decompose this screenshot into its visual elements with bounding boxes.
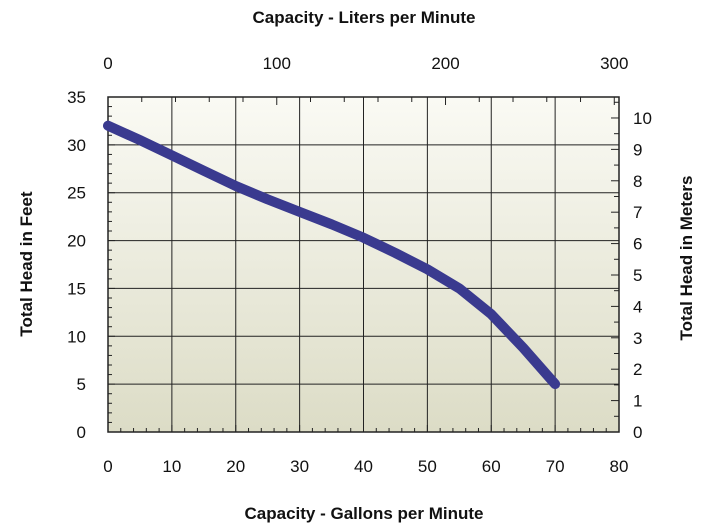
y2-tick-label: 9 (633, 140, 642, 159)
x-tick-label: 0 (103, 457, 112, 476)
y2-tick-label: 5 (633, 266, 642, 285)
y-tick-label: 35 (67, 88, 86, 107)
x2-tick-label: 200 (431, 54, 459, 73)
y-tick-label: 10 (67, 327, 86, 346)
y2-tick-label: 10 (633, 109, 652, 128)
x2-tick-label: 0 (103, 54, 112, 73)
y-tick-label: 0 (77, 423, 86, 442)
x2-axis-title: Capacity - Liters per Minute (253, 8, 476, 27)
y-tick-label: 25 (67, 184, 86, 203)
x-tick-label: 40 (354, 457, 373, 476)
y2-tick-label: 3 (633, 329, 642, 348)
x2-tick-label: 300 (600, 54, 628, 73)
x-tick-label: 70 (546, 457, 565, 476)
y-tick-label: 15 (67, 279, 86, 298)
y2-tick-label: 1 (633, 392, 642, 411)
x-tick-label: 60 (482, 457, 501, 476)
x2-tick-label: 100 (263, 54, 291, 73)
y-tick-label: 20 (67, 232, 86, 251)
y2-axis-title: Total Head in Meters (677, 176, 696, 341)
x-tick-label: 50 (418, 457, 437, 476)
y2-tick-label: 0 (633, 423, 642, 442)
x-axis-title: Capacity - Gallons per Minute (245, 504, 484, 523)
y-tick-label: 30 (67, 136, 86, 155)
x-tick-label: 30 (290, 457, 309, 476)
x-tick-label: 80 (610, 457, 629, 476)
y2-tick-label: 2 (633, 360, 642, 379)
x-tick-label: 20 (226, 457, 245, 476)
y2-tick-label: 6 (633, 235, 642, 254)
y-tick-label: 5 (77, 375, 86, 394)
y2-tick-label: 7 (633, 203, 642, 222)
x-tick-label: 10 (162, 457, 181, 476)
y2-tick-label: 4 (633, 297, 642, 316)
y-axis-title: Total Head in Feet (17, 191, 36, 336)
y2-tick-label: 8 (633, 172, 642, 191)
